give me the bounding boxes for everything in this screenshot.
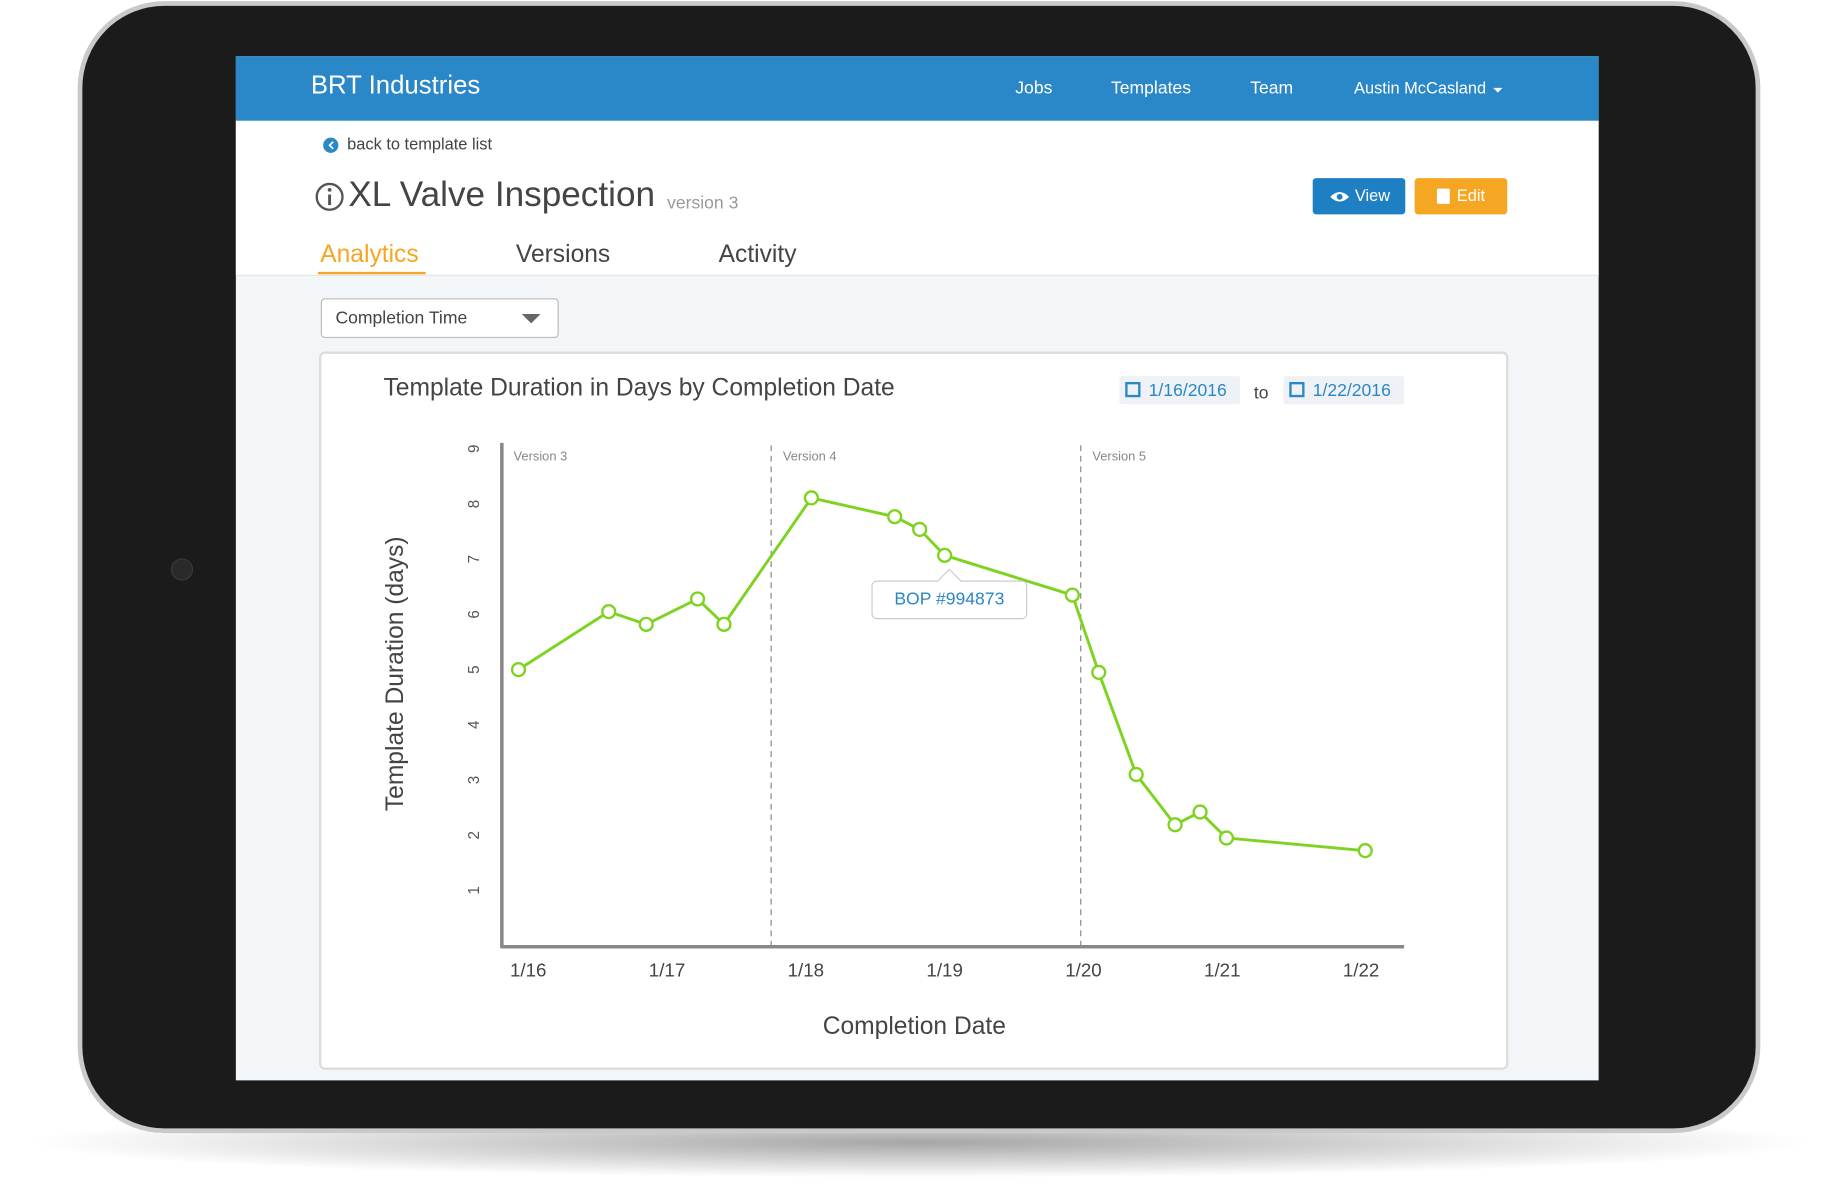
chart-title: Template Duration in Days by Completion …: [384, 375, 895, 402]
edit-icon: [1436, 188, 1450, 204]
back-link[interactable]: back to template list: [347, 136, 492, 154]
data-point: [1091, 664, 1107, 680]
tab-active[interactable]: Analytics: [320, 241, 418, 268]
calendar-icon: [1289, 381, 1305, 398]
nav-link[interactable]: Templates: [1111, 78, 1191, 98]
x-tick-label: 1/16: [510, 959, 546, 980]
y-tick-label: 3: [466, 776, 483, 784]
view-button[interactable]: [1312, 178, 1406, 215]
data-point: [803, 490, 820, 506]
data-point: [510, 661, 527, 678]
date-to-box[interactable]: [1283, 376, 1405, 405]
data-point: [912, 521, 928, 538]
x-tick-label: 1/17: [649, 959, 685, 980]
range-separator: to: [1254, 382, 1269, 402]
date-to[interactable]: 1/22/2016: [1313, 380, 1391, 400]
data-point: [689, 591, 706, 607]
x-tick-label: 1/21: [1204, 959, 1240, 980]
view-label[interactable]: View: [1355, 187, 1390, 205]
edit-button[interactable]: [1414, 178, 1508, 215]
data-point: [1357, 843, 1373, 859]
dropdown[interactable]: [320, 298, 559, 339]
version-label: Version 4: [783, 448, 837, 463]
data-point: [1192, 804, 1208, 820]
tab[interactable]: Activity: [719, 241, 798, 268]
user-menu[interactable]: Austin McCasland: [1354, 79, 1486, 97]
data-point: [716, 616, 732, 632]
page-title: XL Valve Inspection: [348, 175, 655, 214]
y-axis-label: Template Duration (days): [382, 536, 409, 811]
y-tick-label: 7: [466, 555, 483, 563]
data-point: [1064, 587, 1080, 603]
camera: [170, 558, 194, 581]
y-tick-label: 5: [466, 665, 483, 673]
version-tag: version 3: [667, 193, 738, 213]
x-tick-label: 1/18: [788, 959, 824, 980]
y-tick-label: 6: [466, 610, 483, 618]
eye-pupil: [1336, 193, 1343, 200]
nav-link[interactable]: Team: [1250, 78, 1293, 98]
data-point: [887, 509, 903, 525]
tab[interactable]: Versions: [516, 241, 610, 268]
caret: [1493, 87, 1503, 93]
tooltip: [871, 568, 1028, 620]
info-icon[interactable]: [315, 182, 344, 211]
date-from-box[interactable]: [1119, 376, 1241, 405]
data-point: [601, 604, 617, 620]
dropdown-arrow: [521, 314, 541, 324]
y-tick-label: 4: [466, 720, 483, 729]
x-tick-label: 1/19: [926, 959, 962, 980]
tooltip-label: BOP #994873: [894, 588, 1004, 608]
data-point: [638, 616, 654, 632]
data-point: [937, 547, 953, 563]
plot: Version 3 Version 4 Version 5 1 2 3 4 5 6 7 8 9 1/16…: [466, 442, 1405, 980]
x-tick-label: 1/20: [1065, 959, 1101, 980]
date-from[interactable]: 1/16/2016: [1149, 380, 1227, 400]
calendar-icon: [1125, 381, 1141, 398]
data-point: [1218, 830, 1235, 846]
edit-label[interactable]: Edit: [1457, 187, 1486, 205]
version-label: Version 3: [514, 448, 568, 463]
version-label: Version 5: [1092, 448, 1146, 463]
navbar: [235, 56, 1599, 121]
data-point: [1128, 766, 1144, 783]
info-dot: [327, 187, 332, 192]
brand[interactable]: BRT Industries: [311, 72, 480, 100]
y-tick-label: 8: [466, 500, 483, 508]
y-tick-label: 2: [466, 831, 483, 839]
chart-card: [319, 351, 1509, 1070]
x-tick-label: 1/22: [1343, 959, 1379, 980]
y-tick-label: 1: [466, 886, 483, 894]
data-line: [517, 496, 1366, 853]
nav-link[interactable]: Jobs: [1015, 78, 1052, 98]
x-axis-label: Completion Date: [823, 1013, 1006, 1040]
y-tick-label: 9: [466, 445, 483, 453]
dropdown-label[interactable]: Completion Time: [335, 307, 467, 327]
data-point: [1167, 817, 1183, 833]
back-arrow: [328, 141, 334, 150]
